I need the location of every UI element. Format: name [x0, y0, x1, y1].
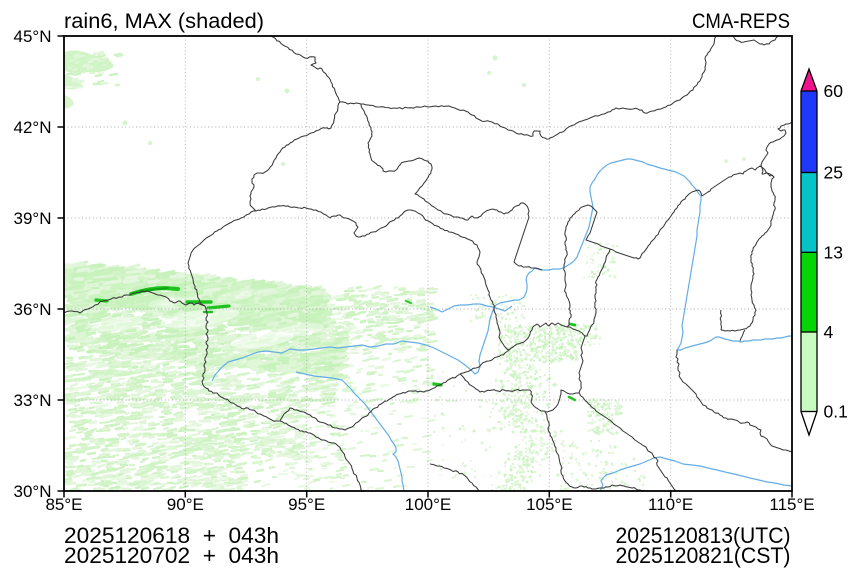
svg-text:42°N: 42°N [14, 118, 52, 137]
svg-text:2025120821(CST): 2025120821(CST) [616, 543, 791, 568]
svg-text:30°N: 30°N [14, 482, 52, 501]
svg-text:100°E: 100°E [405, 495, 452, 514]
svg-text:36°N: 36°N [14, 300, 52, 319]
svg-text:85°E: 85°E [45, 495, 82, 514]
svg-text:105°E: 105°E [526, 495, 573, 514]
svg-text:60: 60 [824, 81, 844, 101]
svg-text:13: 13 [824, 243, 843, 263]
svg-text:2025120618 + 043h: 2025120618 + 043h [64, 523, 279, 548]
svg-text:2025120813(UTC): 2025120813(UTC) [616, 523, 791, 548]
svg-text:33°N: 33°N [14, 391, 52, 410]
svg-text:rain6, MAX (shaded): rain6, MAX (shaded) [64, 10, 264, 33]
svg-text:CMA-REPS: CMA-REPS [692, 10, 790, 33]
svg-text:4: 4 [824, 322, 834, 342]
svg-text:95°E: 95°E [288, 495, 325, 514]
svg-text:90°E: 90°E [167, 495, 204, 514]
svg-text:2025120702 + 043h: 2025120702 + 043h [64, 543, 279, 568]
svg-text:39°N: 39°N [14, 209, 52, 228]
svg-text:45°N: 45°N [14, 27, 52, 46]
svg-text:25: 25 [824, 163, 843, 183]
svg-text:115°E: 115°E [769, 495, 814, 514]
svg-text:110°E: 110°E [648, 495, 693, 514]
svg-text:0.1: 0.1 [824, 402, 848, 422]
